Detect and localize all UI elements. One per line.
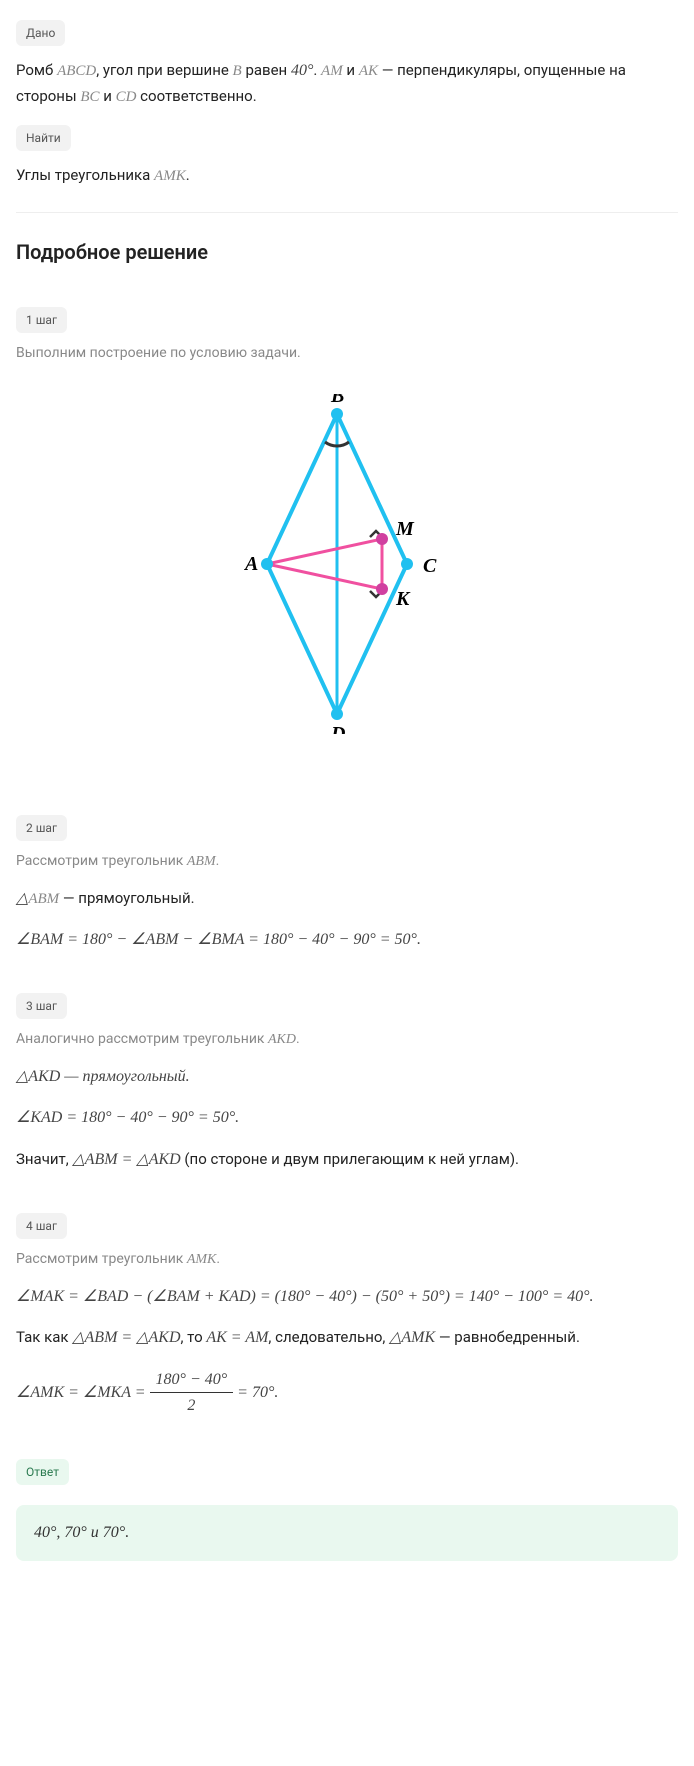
answer-badge: Ответ — [16, 1459, 69, 1485]
var-b: B — [233, 63, 242, 79]
txt: — прямоугольный. — [59, 889, 194, 907]
rhombus-diagram: A B C D M K — [16, 394, 678, 741]
given-badge: Дано — [16, 20, 65, 46]
eq: △ABM = △AKD — [72, 1329, 180, 1346]
step2-eq: ∠BAM = 180° − ∠ABM − ∠BMA = 180° − 40° −… — [16, 927, 678, 953]
tri: △ — [16, 890, 28, 907]
var-amk: AMK — [154, 168, 186, 184]
step3-text: Аналогично рассмотрим треугольник AKD. — [16, 1029, 678, 1050]
find-badge: Найти — [16, 125, 71, 151]
txt: , то — [181, 1328, 207, 1346]
var-ak: AK — [359, 63, 378, 79]
svg-text:D: D — [330, 723, 345, 734]
var-am: AM — [321, 63, 343, 79]
step3-badge: 3 шаг — [16, 993, 67, 1019]
step1-badge: 1 шаг — [16, 307, 67, 333]
txt: , следовательно, — [268, 1328, 389, 1346]
deg40: 40° — [291, 62, 313, 79]
var-amk2: AMK — [187, 1252, 217, 1267]
eq2: AK = AM — [206, 1329, 268, 1346]
find-text: Углы треугольника AMK. — [16, 163, 678, 188]
svg-text:B: B — [330, 394, 344, 407]
svg-text:C: C — [423, 555, 437, 577]
frac-num: 180° − 40° — [150, 1367, 234, 1394]
var-abcd: ABCD — [57, 63, 96, 79]
txt: Значит, — [16, 1150, 72, 1168]
txt: Углы треугольника — [16, 166, 154, 184]
answer-box: 40°, 70° и 70°. — [16, 1505, 678, 1561]
step4-mid: Так как △ABM = △AKD, то AK = AM, следова… — [16, 1325, 678, 1351]
divider — [16, 212, 678, 213]
txt: соответственно. — [136, 87, 256, 105]
step4-eq2: ∠AMK = ∠MKA = 180° − 40°2 = 70°. — [16, 1367, 678, 1419]
step4-eq1: ∠MAK = ∠BAD − (∠BAM + KAD) = (180° − 40°… — [16, 1284, 678, 1310]
var-bc: BC — [80, 89, 99, 105]
txt: Рассмотрим треугольник — [16, 853, 187, 869]
txt: (по стороне и двум прилегающим к ней угл… — [181, 1150, 519, 1168]
step2-badge: 2 шаг — [16, 815, 67, 841]
var-cd: CD — [116, 89, 137, 105]
lhs: ∠AMK = ∠MKA = — [16, 1384, 150, 1401]
var-abm: ABM — [187, 854, 216, 869]
svg-text:M: M — [395, 518, 415, 540]
step2-line1: △ABM — прямоугольный. — [16, 886, 678, 912]
txt: и — [99, 87, 115, 105]
step3-concl: Значит, △ABM = △AKD (по стороне и двум п… — [16, 1147, 678, 1173]
eq: △ABM = △AKD — [72, 1151, 180, 1168]
step3-line1: △AKD — прямоугольный. — [16, 1064, 678, 1090]
eq3: △AMK — [389, 1329, 435, 1346]
step2-text: Рассмотрим треугольник ABM. — [16, 851, 678, 872]
step3-eq: ∠KAD = 180° − 40° − 90° = 50°. — [16, 1105, 678, 1131]
txt: Ромб — [16, 61, 57, 79]
step1-text: Выполним построение по условию задачи. — [16, 343, 678, 364]
txt: Так как — [16, 1328, 72, 1346]
svg-text:K: K — [395, 588, 411, 610]
svg-text:A: A — [243, 553, 258, 575]
step4-badge: 4 шаг — [16, 1213, 67, 1239]
var-akd: AKD — [268, 1032, 296, 1047]
diagram-svg: A B C D M K — [207, 394, 487, 734]
txt: , угол при вершине — [96, 61, 232, 79]
rhs: = 70°. — [233, 1384, 278, 1401]
fraction: 180° − 40°2 — [150, 1367, 234, 1419]
txt: и — [343, 61, 359, 79]
step4-text: Рассмотрим треугольник AMK. — [16, 1249, 678, 1270]
txt: . — [313, 61, 321, 79]
txt: равен — [242, 61, 291, 79]
var-abm2: ABM — [28, 891, 59, 907]
frac-den: 2 — [150, 1393, 234, 1419]
txt: Аналогично рассмотрим треугольник — [16, 1031, 268, 1047]
txt: — равнобедренный. — [435, 1328, 580, 1346]
given-text: Ромб ABCD, угол при вершине B равен 40°.… — [16, 58, 678, 109]
txt: Рассмотрим треугольник — [16, 1251, 187, 1267]
txt: . — [186, 166, 190, 184]
section-title: Подробное решение — [16, 237, 678, 267]
